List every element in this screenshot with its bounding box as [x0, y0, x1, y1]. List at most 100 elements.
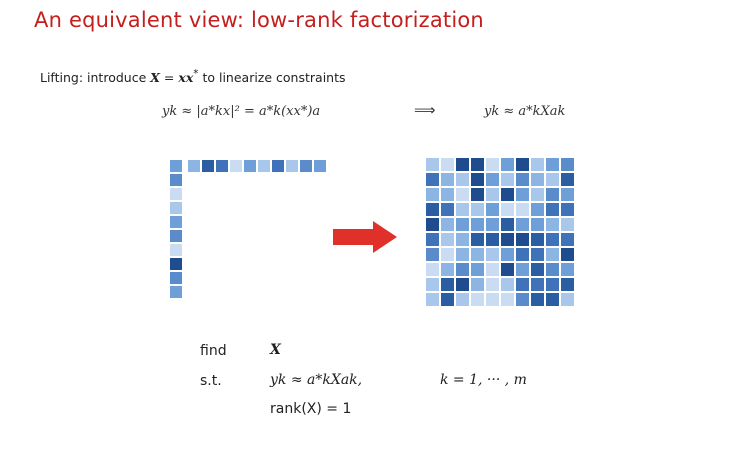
- matrix-cell: [456, 248, 469, 261]
- matrix-cell: [426, 173, 439, 186]
- matrix-cell: [486, 263, 499, 276]
- matrix-cell: [456, 173, 469, 186]
- matrix-cell: [426, 233, 439, 246]
- matrix-cell: [471, 293, 484, 306]
- matrix-cell: [426, 158, 439, 171]
- matrix-cell: [471, 248, 484, 261]
- matrix-cell: [441, 278, 454, 291]
- row-vector-cell: [230, 160, 242, 172]
- matrix-cell: [426, 293, 439, 306]
- matrix-cell: [501, 188, 514, 201]
- matrix-cell: [501, 233, 514, 246]
- matrix-cell: [456, 233, 469, 246]
- matrix-cell: [471, 218, 484, 231]
- matrix-cell: [516, 218, 529, 231]
- lifting-line: Lifting: introduce X = xx* to linearize …: [40, 68, 346, 85]
- matrix-cell: [456, 218, 469, 231]
- column-vector-cell: [170, 272, 182, 284]
- constraint: yk ≈ a*kXak,: [270, 372, 363, 388]
- matrix-cell: [441, 248, 454, 261]
- rank-constraint: rank(X) = 1: [270, 401, 352, 417]
- matrix-cell: [486, 233, 499, 246]
- matrix-cell: [546, 263, 559, 276]
- matrix-cell: [426, 218, 439, 231]
- matrix-cell: [531, 263, 544, 276]
- implies-symbol: ⟹: [414, 101, 436, 119]
- matrix-cell: [531, 293, 544, 306]
- row-vector-cell: [286, 160, 298, 172]
- lifting-var-x: X: [150, 70, 160, 86]
- lifting-suffix: to linearize constraints: [198, 70, 346, 86]
- matrix-cell: [516, 293, 529, 306]
- matrix-cell: [561, 203, 574, 216]
- matrix-cell: [546, 233, 559, 246]
- matrix-cell: [486, 158, 499, 171]
- matrix-cell: [561, 188, 574, 201]
- matrix-cell: [426, 263, 439, 276]
- slide-title: An equivalent view: low-rank factorizati…: [34, 8, 484, 32]
- matrix-cell: [441, 188, 454, 201]
- column-vector-cell: [170, 188, 182, 200]
- matrix-cell: [531, 233, 544, 246]
- matrix-cell: [501, 218, 514, 231]
- matrix-cell: [456, 158, 469, 171]
- matrix-cell: [561, 158, 574, 171]
- matrix-cell: [546, 248, 559, 261]
- matrix-cell: [486, 188, 499, 201]
- matrix-cell: [441, 158, 454, 171]
- column-vector-cell: [170, 160, 182, 172]
- matrix-cell: [546, 203, 559, 216]
- matrix-cell: [471, 188, 484, 201]
- column-vector-cell: [170, 230, 182, 242]
- matrix-cell: [471, 263, 484, 276]
- matrix-cell: [546, 188, 559, 201]
- lifting-eq: =: [159, 70, 179, 86]
- matrix-cell: [546, 158, 559, 171]
- lifting-star: *: [193, 68, 199, 80]
- rank-one-vectors: [170, 160, 326, 298]
- matrix-cell: [531, 248, 544, 261]
- matrix-cell: [561, 293, 574, 306]
- matrix-cell: [531, 218, 544, 231]
- column-vector-cell: [170, 202, 182, 214]
- matrix-cell: [546, 278, 559, 291]
- matrix-cell: [501, 263, 514, 276]
- column-vector-cell: [170, 286, 182, 298]
- column-vector-cell: [170, 216, 182, 228]
- matrix-cell: [546, 173, 559, 186]
- matrix-cell: [441, 203, 454, 216]
- equation-left: yk ≈ |a*kx|² = a*k(xx*)a: [162, 104, 321, 119]
- matrix-cell: [441, 218, 454, 231]
- matrix-cell: [471, 233, 484, 246]
- matrix-cell: [561, 233, 574, 246]
- matrix-cell: [441, 233, 454, 246]
- st-label: s.t.: [200, 373, 222, 389]
- matrix-cell: [471, 173, 484, 186]
- matrix-cell: [531, 203, 544, 216]
- matrix-cell: [441, 293, 454, 306]
- matrix-cell: [486, 218, 499, 231]
- matrix-cell: [516, 188, 529, 201]
- matrix-cell: [516, 173, 529, 186]
- index-range: k = 1, ··· , m: [440, 372, 527, 388]
- matrix-cell: [501, 203, 514, 216]
- right-arrow-icon: [333, 221, 397, 253]
- matrix-cell: [561, 218, 574, 231]
- matrix-cell: [516, 248, 529, 261]
- matrix-cell: [531, 278, 544, 291]
- matrix-cell: [441, 173, 454, 186]
- equation-right: yk ≈ a*kXak: [484, 104, 566, 119]
- matrix-cell: [516, 158, 529, 171]
- column-vector-cell: [170, 174, 182, 186]
- row-vector-cell: [244, 160, 256, 172]
- matrix-cell: [501, 248, 514, 261]
- matrix-cell: [516, 278, 529, 291]
- matrix-cell: [561, 248, 574, 261]
- matrix-cell: [486, 203, 499, 216]
- matrix-cell: [441, 263, 454, 276]
- matrix-cell: [456, 293, 469, 306]
- row-vector-cell: [188, 160, 200, 172]
- matrix-cell: [456, 263, 469, 276]
- matrix-cell: [501, 158, 514, 171]
